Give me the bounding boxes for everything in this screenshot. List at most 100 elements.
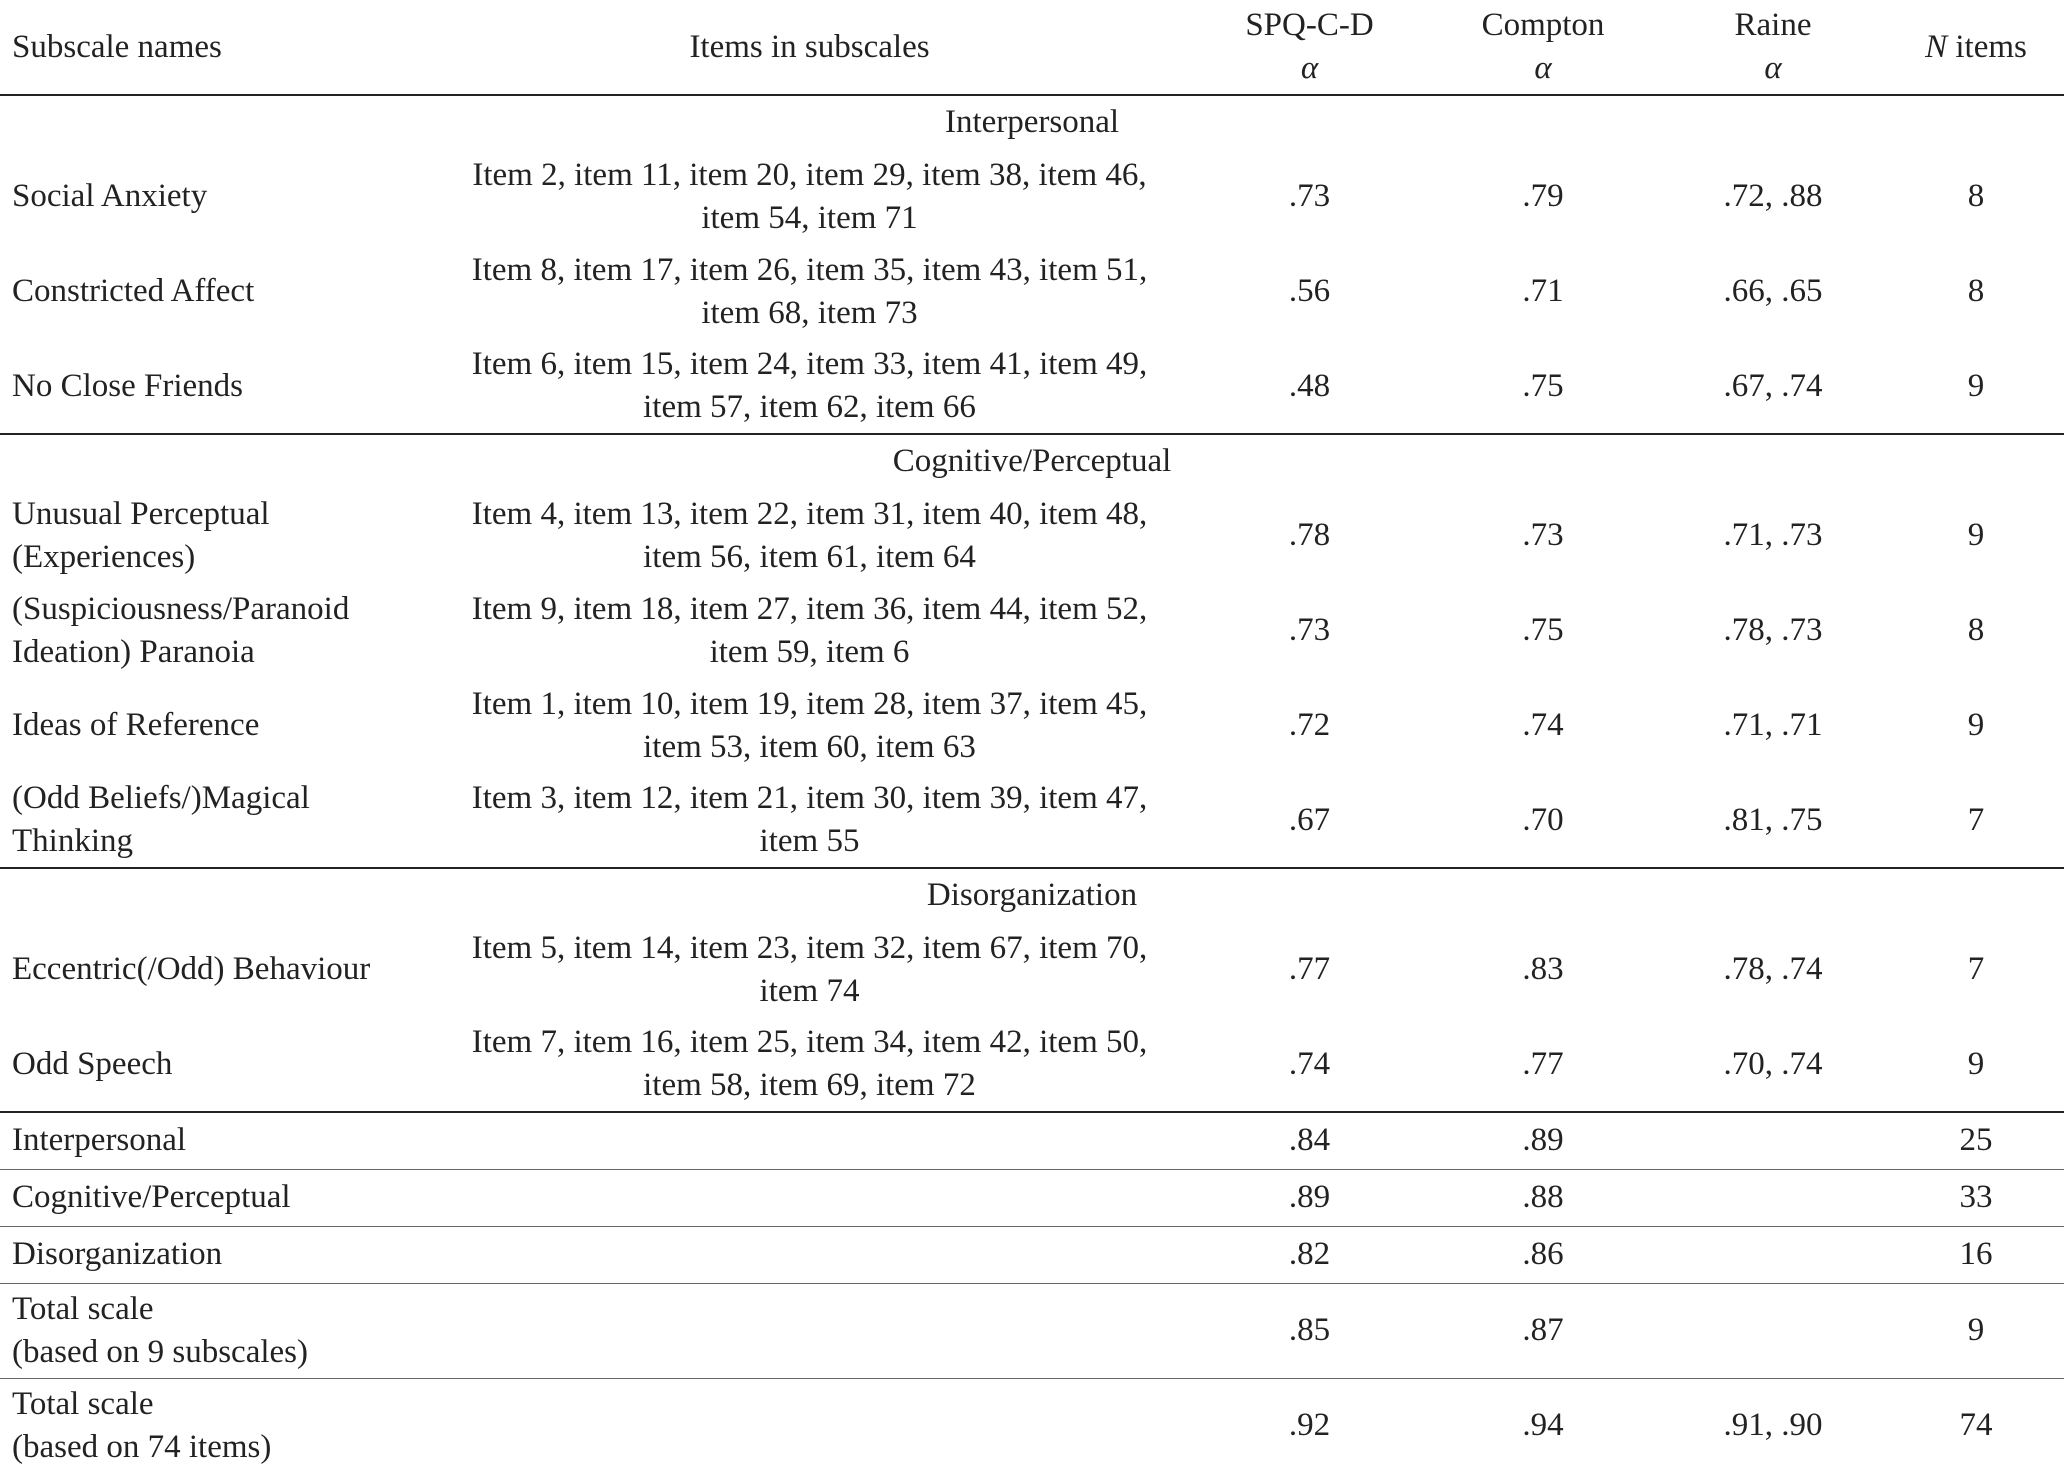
n-items: 8 (1888, 149, 2064, 244)
compton-alpha: .79 (1428, 149, 1658, 244)
spq-alpha: .73 (1191, 149, 1428, 244)
compton-alpha-text: .87 (1522, 1312, 1564, 1348)
n-items: 9 (1888, 678, 2064, 773)
compton-alpha-text: .75 (1522, 612, 1564, 648)
subscale-name: Social Anxiety (0, 149, 428, 244)
section-heading: Interpersonal (0, 95, 2064, 149)
header-cell: Compton α (1428, 0, 1658, 96)
subscale-items-line: item 68, item 73 (701, 294, 918, 331)
subscale-items-line: item 56, item 61, item 64 (643, 538, 976, 575)
header-text: Items in subscales (689, 28, 930, 65)
raine-alpha-text: .66, .65 (1723, 273, 1823, 309)
n-items: 9 (1888, 1017, 2064, 1112)
section-heading-text: Interpersonal (944, 104, 1120, 140)
spq-alpha: .89 (1191, 1168, 1428, 1226)
compton-alpha-text: .71 (1522, 273, 1564, 309)
subscale-items: Item 4, item 13, item 22, item 31, item … (428, 488, 1191, 583)
compton-alpha: .74 (1428, 678, 1658, 773)
subscale-items-line: item 53, item 60, item 63 (643, 728, 976, 765)
compton-alpha: .75 (1428, 339, 1658, 434)
subscale-name-line: (Odd Beliefs/)Magical (12, 780, 310, 816)
subscale-items-line: item 57, item 62, item 66 (643, 389, 976, 425)
spq-alpha: .92 (1191, 1377, 1428, 1473)
subscale-name: Odd Speech (0, 1017, 428, 1112)
n-items: 8 (1888, 583, 2064, 678)
section-heading-text: Disorganization (926, 877, 1138, 913)
data-row: Ideas of Reference Item 1, item 10, item … (0, 678, 2064, 773)
spq-alpha-text: .67 (1288, 801, 1331, 838)
spq-alpha: .77 (1191, 922, 1428, 1017)
subscale-items-line: Item 9, item 18, item 27, item 36, item … (471, 590, 1148, 627)
compton-alpha-text: .74 (1522, 707, 1564, 743)
summary-name-line: Interpersonal (12, 1122, 187, 1159)
compton-alpha-text: .86 (1522, 1236, 1564, 1272)
subscale-items: Item 5, item 14, item 23, item 32, item … (428, 922, 1191, 1017)
n-items-text: 7 (1967, 801, 1985, 838)
raine-alpha-text: .91, .90 (1723, 1407, 1823, 1444)
raine-alpha-text: .70, .74 (1723, 1045, 1823, 1082)
data-row: Odd Speech Item 7, item 16, item 25, item… (0, 1017, 2064, 1112)
data-row: (Odd Beliefs/)Magical Thinking Item 3, ite… (0, 773, 2064, 868)
compton-alpha: .77 (1428, 1017, 1658, 1112)
empty-cell (428, 1111, 1191, 1169)
compton-alpha-text: .73 (1522, 517, 1564, 553)
subscale-name: Eccentric(/Odd) Behaviour (0, 922, 428, 1017)
subscale-name: Constricted Affect (0, 244, 428, 339)
compton-alpha: .86 (1428, 1225, 1658, 1283)
n-items-text: 8 (1967, 612, 1985, 648)
empty-cell (428, 1377, 1191, 1473)
n-items-text: 8 (1967, 273, 1985, 309)
spq-alpha: .74 (1191, 1017, 1428, 1112)
data-row: No Close Friends Item 6, item 15, item 24… (0, 339, 2064, 434)
raine-alpha-text: .67, .74 (1723, 367, 1823, 404)
raine-alpha-text: .72, .88 (1723, 178, 1823, 214)
spq-alpha-text: .92 (1288, 1407, 1331, 1444)
n-items-text: 8 (1967, 178, 1985, 214)
header-text: α (1764, 50, 1782, 86)
section-heading: Disorganization (0, 867, 2064, 922)
data-row: Constricted Affect Item 8, item 17, item … (0, 244, 2064, 339)
compton-alpha-text: .88 (1522, 1179, 1564, 1215)
spq-alpha: .85 (1191, 1282, 1428, 1378)
compton-alpha-text: .89 (1522, 1122, 1564, 1159)
header-cell: Subscale names (0, 0, 428, 96)
data-row: (Suspiciousness/Paranoid Ideation) Parano… (0, 583, 2064, 678)
raine-alpha: .66, .65 (1658, 244, 1888, 339)
spq-alpha: .48 (1191, 339, 1428, 434)
empty-cell (428, 1282, 1191, 1378)
subscale-items-line: Item 8, item 17, item 26, item 35, item … (471, 251, 1148, 288)
compton-alpha-text: .79 (1522, 178, 1564, 214)
compton-alpha: .88 (1428, 1168, 1658, 1226)
spq-alpha: .72 (1191, 678, 1428, 773)
subscale-items-line: Item 2, item 11, item 20, item 29, item … (472, 156, 1147, 193)
n-items: 8 (1888, 244, 2064, 339)
spq-alpha: .78 (1191, 488, 1428, 583)
subscale-items-line: item 54, item 71 (701, 199, 918, 236)
summary-row: Cognitive/Perceptual .89 .88 33 (0, 1168, 2064, 1226)
subscale-items: Item 7, item 16, item 25, item 34, item … (428, 1017, 1191, 1112)
spq-alpha-text: .73 (1288, 612, 1331, 648)
summary-name: Disorganization (0, 1225, 428, 1283)
subscale-name-line: Constricted Affect (12, 273, 255, 309)
n-items-text: 9 (1967, 367, 1985, 404)
n-items: 7 (1888, 922, 2064, 1017)
subscale-name-line: Ideation) Paranoia (12, 633, 255, 670)
subscale-name-line: Social Anxiety (12, 178, 208, 214)
compton-alpha-text: .94 (1522, 1407, 1564, 1444)
raine-alpha: .71, .73 (1658, 488, 1888, 583)
summary-name-line: (based on 74 items) (12, 1428, 272, 1465)
n-items-text: 74 (1959, 1407, 1993, 1444)
section-heading-text: Cognitive/Perceptual (892, 443, 1172, 479)
compton-alpha: .87 (1428, 1282, 1658, 1378)
raine-alpha (1658, 1282, 1888, 1378)
subscale-name: (Suspiciousness/Paranoid Ideation) Parano… (0, 583, 428, 678)
compton-alpha-text: .77 (1522, 1045, 1564, 1082)
header-cell: Raine α (1658, 0, 1888, 96)
n-items-text: 33 (1959, 1179, 1993, 1215)
summary-row: Disorganization .82 .86 16 (0, 1225, 2064, 1283)
compton-alpha: .83 (1428, 922, 1658, 1017)
subscale-items-line: Item 4, item 13, item 22, item 31, item … (471, 495, 1148, 532)
header-row: Subscale names Items in subscales SPQ-C-D α… (0, 0, 2064, 96)
n-items: 7 (1888, 773, 2064, 868)
